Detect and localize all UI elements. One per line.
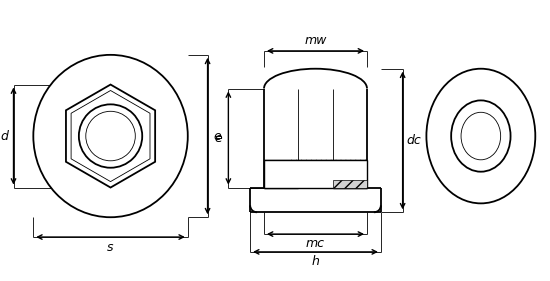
Text: d: d (1, 130, 9, 142)
Bar (264, 160, 367, 187)
Text: mc: mc (306, 237, 325, 250)
Ellipse shape (461, 112, 500, 160)
Text: e: e (213, 130, 221, 142)
Polygon shape (66, 85, 155, 187)
Text: mw: mw (304, 35, 327, 47)
Ellipse shape (86, 111, 135, 161)
Text: dc: dc (406, 134, 421, 147)
Text: e: e (214, 132, 222, 144)
Ellipse shape (34, 55, 188, 217)
Text: h: h (311, 255, 320, 268)
Bar (333, 180, 367, 187)
Ellipse shape (451, 100, 510, 172)
Polygon shape (71, 90, 150, 182)
Ellipse shape (79, 104, 142, 168)
Ellipse shape (426, 69, 535, 203)
Text: s: s (107, 241, 114, 254)
